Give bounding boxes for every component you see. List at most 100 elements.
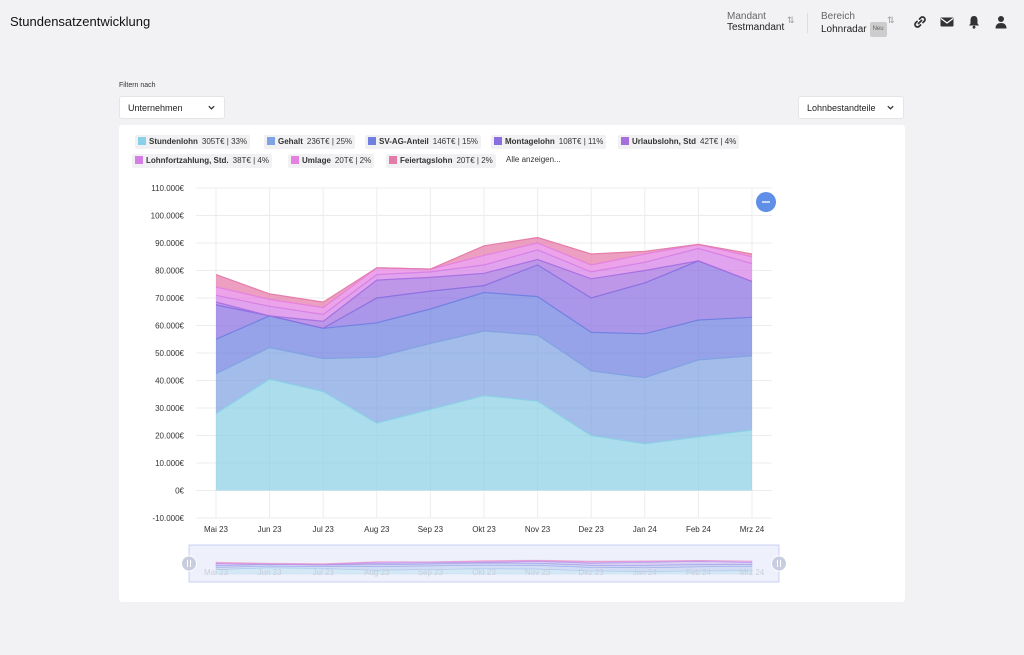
mail-icon[interactable] (939, 14, 955, 30)
x-tick-label: Sep 23 (418, 525, 444, 534)
bereich-label: Bereich (821, 11, 855, 22)
series-line-montagelohn (215, 260, 753, 329)
legend-swatch (389, 156, 397, 164)
y-tick-label: 10.000€ (155, 459, 184, 468)
x-tick-label: Okt 23 (472, 525, 496, 534)
legend-item[interactable]: Feiertagslohn 20T€ | 2% (386, 154, 496, 168)
y-tick-label: 30.000€ (155, 404, 184, 413)
wage-components-select[interactable]: Lohnbestandteile (798, 96, 904, 119)
y-tick-label: -10.000€ (152, 514, 184, 523)
series-line-lohnfortzahlung-std- (215, 247, 753, 316)
y-tick-label: 100.000€ (151, 212, 185, 221)
legend-item[interactable]: Urlaubslohn, Std 42T€ | 4% (618, 135, 740, 149)
legend-item[interactable]: Lohnfortzahlung, Std. 38T€ | 4% (132, 154, 272, 168)
legend-series-value: 146T€ | 15% (432, 137, 478, 146)
legend-swatch (494, 137, 502, 145)
x-tick-label: Mrz 24 (740, 525, 765, 534)
y-tick-label: 60.000€ (155, 322, 184, 331)
navigator-x-label: Aug 23 (364, 568, 390, 577)
series-line-feiertagslohn (215, 236, 753, 303)
company-select[interactable]: Unternehmen (119, 96, 225, 119)
legend-series-name: SV-AG-Anteil (379, 137, 429, 146)
legend-series-name: Gehalt (278, 137, 303, 146)
switch-arrows-icon: ⇅ (787, 15, 795, 25)
legend-series-name: Umlage (302, 156, 331, 165)
page-title: Stundensatzentwicklung (10, 14, 151, 29)
navigator-area (215, 560, 753, 566)
y-tick-label: 110.000€ (151, 184, 184, 193)
top-bar: Stundensatzentwicklung Mandant Testmanda… (0, 0, 1024, 44)
x-tick-label: Aug 23 (364, 525, 390, 534)
mandant-switcher[interactable]: Mandant Testmandant ⇅ (727, 11, 795, 33)
navigator-x-label: Okt 23 (472, 568, 496, 577)
bereich-value: Lohnradar (821, 24, 867, 36)
series-line-stundenlohn (215, 378, 753, 445)
x-tick-label: Nov 23 (525, 525, 551, 534)
legend-series-value: 236T€ | 25% (306, 137, 353, 146)
legend-series-name: Lohnfortzahlung, Std. (146, 156, 229, 165)
legend-series-name: Stundenlohn (149, 137, 198, 146)
x-tick-label: Jul 23 (313, 525, 335, 534)
navigator-x-label: Feb 24 (686, 568, 711, 577)
range-navigator[interactable]: Mai 23 Jun 23 Jul 23 Aug 23 Sep 23 Okt 23 Nov … (181, 544, 787, 583)
switch-arrows-icon: ⇅ (887, 15, 895, 25)
legend-series-name: Montagelohn (505, 137, 555, 146)
legend-item[interactable]: SV-AG-Anteil 146T€ | 15% (365, 135, 481, 149)
area-urlaubslohn-std[interactable] (216, 259, 752, 329)
navigator-x-label: Jun 23 (258, 568, 283, 577)
filter-label: Filtern nach (119, 82, 156, 89)
navigator-window[interactable] (188, 544, 780, 583)
legend-series-value: 20T€ | 2% (334, 156, 372, 165)
legend-item[interactable]: Umlage 20T€ | 2% (288, 154, 375, 168)
navigator-area (215, 567, 753, 575)
user-icon[interactable] (993, 14, 1009, 30)
navigator-x-label: Jul 23 (313, 568, 335, 577)
legend-swatch (368, 137, 376, 145)
new-badge: Neu (869, 22, 887, 37)
legend-series-name: Feiertagslohn (400, 156, 453, 165)
navigator-handle-left[interactable] (181, 555, 197, 572)
y-tick-label: 80.000€ (155, 267, 184, 276)
area-montagelohn[interactable] (216, 260, 752, 340)
navigator-x-label: Mai 23 (204, 568, 229, 577)
area-lohnfortzahlung-std-[interactable] (216, 248, 752, 322)
legend-series-value: 20T€ | 2% (456, 156, 493, 165)
navigator-area (215, 562, 753, 569)
area-feiertagslohn[interactable] (216, 237, 752, 308)
navigator-x-label: Nov 23 (525, 568, 551, 577)
link-icon[interactable] (912, 14, 928, 30)
legend-item[interactable]: Stundenlohn 305T€ | 33% (135, 135, 251, 149)
show-all-link[interactable]: Alle anzeigen... (506, 155, 561, 164)
area-sv-ag-anteil[interactable] (216, 292, 752, 378)
x-tick-label: Mai 23 (204, 525, 229, 534)
legend-swatch (291, 156, 299, 164)
area-gehalt[interactable] (216, 331, 752, 444)
chevron-down-icon (887, 105, 894, 110)
area-umlage[interactable] (216, 243, 752, 315)
bell-icon[interactable] (966, 14, 982, 30)
x-tick-label: Dez 23 (579, 525, 605, 534)
y-tick-label: 0€ (175, 487, 184, 496)
stacked-area-chart: 110.000€ 100.000€ 90.000€ 80.000€ 70.000€ 60.… (151, 184, 787, 583)
zoom-out-button[interactable] (756, 192, 776, 212)
y-tick-label: 70.000€ (155, 294, 184, 303)
navigator-x-label: Sep 23 (418, 568, 444, 577)
header-divider (807, 13, 808, 33)
legend-swatch (267, 137, 275, 145)
mandant-label: Mandant (727, 11, 766, 22)
navigator-handle-right[interactable] (771, 555, 787, 572)
y-tick-label: 90.000€ (155, 239, 184, 248)
legend-series-value: 108T€ | 11% (558, 137, 604, 146)
series-line-umlage (215, 242, 753, 309)
navigator-x-label: Dez 23 (579, 568, 605, 577)
chevron-down-icon (208, 105, 215, 110)
legend-item[interactable]: Montagelohn 108T€ | 11% (491, 135, 607, 149)
area-stundenlohn[interactable] (216, 379, 752, 491)
y-tick-label: 20.000€ (155, 432, 184, 441)
legend-item[interactable]: Gehalt 236T€ | 25% (264, 135, 356, 149)
legend-series-value: 305T€ | 33% (201, 137, 248, 146)
legend-series-name: Urlaubslohn, Std (632, 137, 696, 146)
navigator-x-label: Jan 24 (633, 568, 658, 577)
navigator-area (215, 560, 753, 566)
bereich-switcher[interactable]: Bereich Lohnradar Neu ⇅ (821, 11, 895, 37)
